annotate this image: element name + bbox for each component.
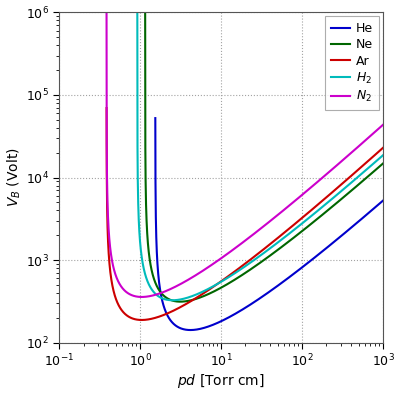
He: [162, 305, 167, 310]
He: [201, 326, 206, 330]
$N_2$: [139, 295, 144, 299]
Ne: [312, 219, 317, 223]
Ne: [192, 297, 196, 302]
Line: He: He: [155, 118, 383, 330]
$N_2$: [141, 295, 146, 299]
Ar: [380, 145, 385, 150]
Ne: [178, 299, 183, 304]
Ar: [104, 106, 109, 110]
$N_2$: [380, 122, 385, 127]
$H_2$: [172, 298, 177, 303]
Ne: [152, 277, 156, 282]
Y-axis label: $V_B$ (Volt): $V_B$ (Volt): [6, 148, 23, 208]
$N_2$: [156, 291, 161, 296]
$H_2$: [144, 276, 149, 280]
Ar: [156, 314, 161, 319]
$H_2$: [135, 10, 140, 15]
$H_2$: [310, 213, 315, 217]
Ne: [143, 10, 148, 15]
He: [310, 257, 315, 261]
He: [190, 327, 194, 332]
Ar: [292, 222, 297, 227]
Ne: [306, 223, 311, 228]
$H_2$: [170, 298, 175, 303]
He: [280, 280, 285, 284]
X-axis label: $pd$ [Torr cm]: $pd$ [Torr cm]: [177, 373, 265, 390]
Ar: [139, 318, 144, 322]
Ar: [300, 215, 304, 220]
$H_2$: [304, 218, 308, 223]
He: [188, 327, 193, 332]
He: [316, 252, 321, 257]
Line: $N_2$: $N_2$: [106, 12, 383, 297]
He: [380, 198, 385, 203]
$N_2$: [104, 10, 109, 15]
Line: $H_2$: $H_2$: [137, 12, 383, 300]
Ne: [380, 161, 385, 166]
Ar: [141, 318, 146, 322]
$H_2$: [380, 153, 385, 158]
$N_2$: [300, 192, 304, 197]
Ar: [255, 252, 260, 257]
He: [153, 116, 158, 120]
$N_2$: [292, 199, 297, 204]
Ar: [113, 295, 118, 300]
Legend: He, Ne, Ar, $H_2$, $N_2$: He, Ne, Ar, $H_2$, $N_2$: [325, 16, 379, 110]
Ne: [180, 299, 184, 304]
Ne: [275, 248, 280, 253]
$H_2$: [271, 244, 276, 248]
$H_2$: [184, 295, 189, 300]
$N_2$: [255, 229, 260, 234]
$N_2$: [113, 272, 118, 277]
Line: Ne: Ne: [145, 12, 383, 302]
Line: Ar: Ar: [106, 108, 383, 320]
